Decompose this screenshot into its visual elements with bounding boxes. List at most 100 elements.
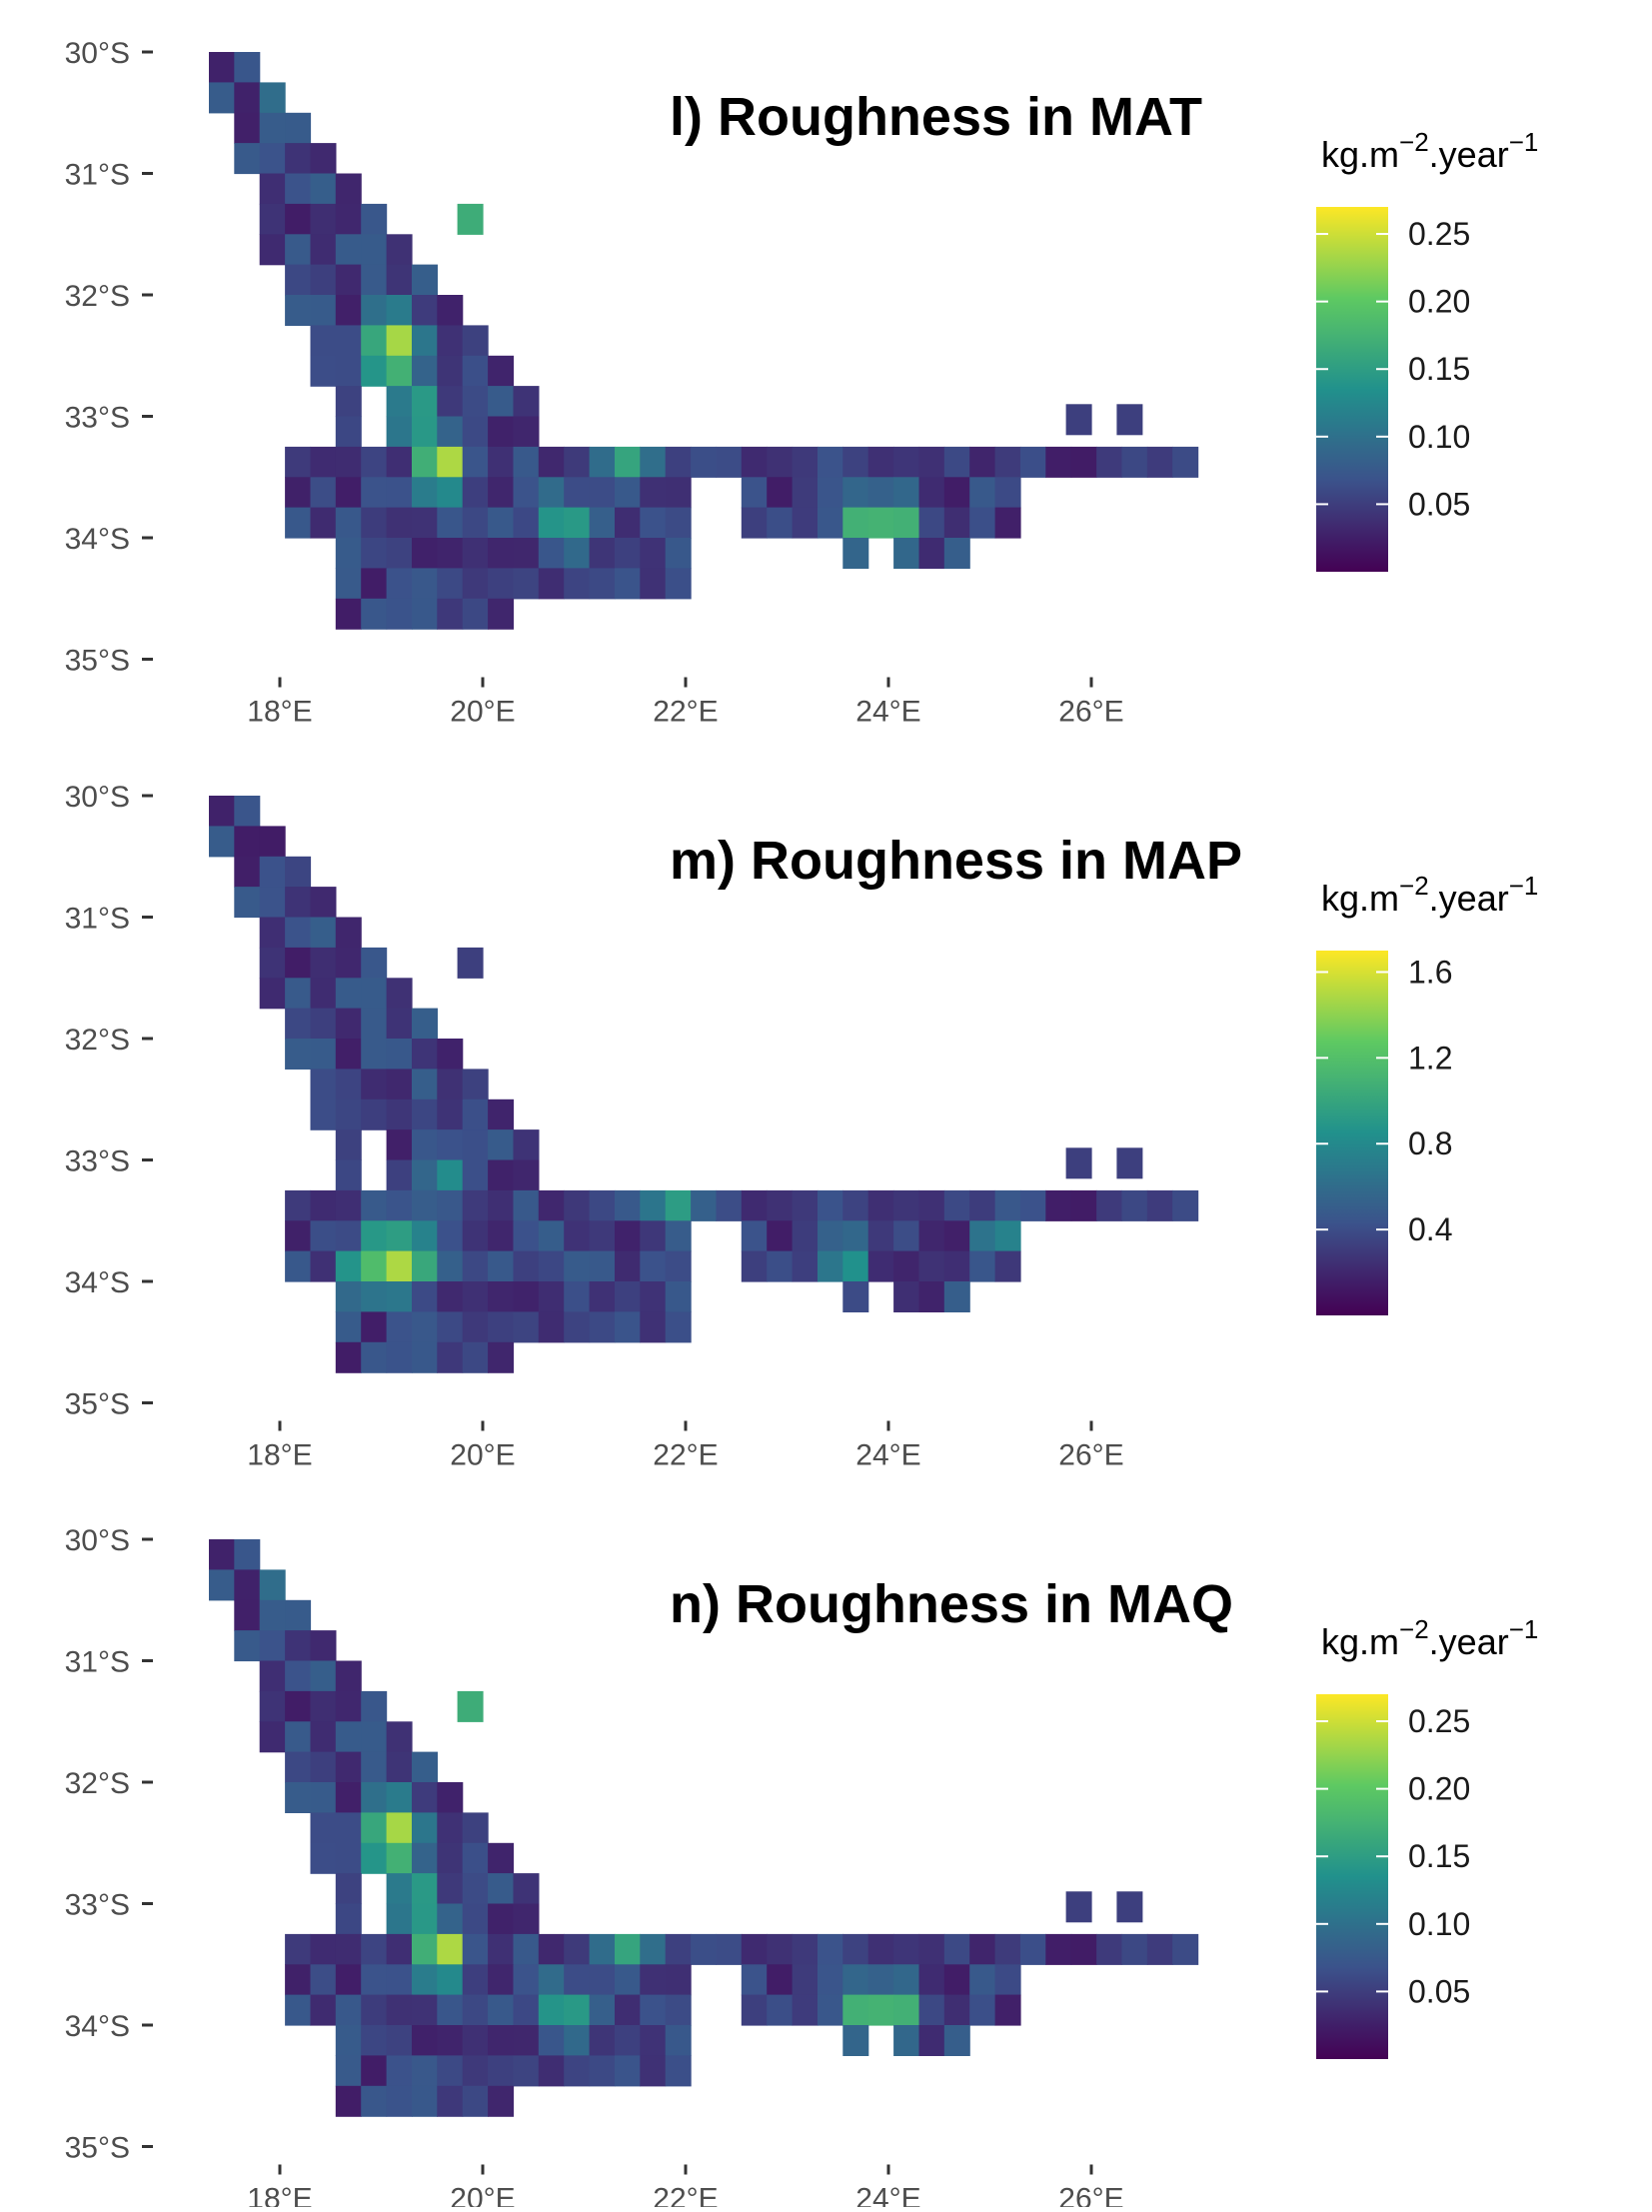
map-cell xyxy=(412,264,438,296)
map-cell xyxy=(716,1189,743,1221)
map-cell xyxy=(412,1220,438,1252)
lon-tick-label: 24°E xyxy=(855,2183,920,2208)
map-cell xyxy=(209,82,235,114)
map-cell xyxy=(640,1994,667,2026)
map-cell xyxy=(361,477,388,509)
map-cell xyxy=(259,112,286,144)
map-cell xyxy=(335,2025,362,2056)
legend-tick-label: 0.25 xyxy=(1408,216,1470,252)
map-cell xyxy=(412,1903,438,1935)
map-cell xyxy=(488,2085,515,2117)
map-cell xyxy=(488,538,515,569)
map-cell xyxy=(412,1008,438,1040)
map-cell xyxy=(412,416,438,448)
map-cell xyxy=(335,416,362,448)
map-cell xyxy=(969,1994,996,2026)
map-cell xyxy=(361,2025,388,2056)
map-cell xyxy=(437,355,464,387)
map-cell xyxy=(310,1099,337,1130)
map-cell xyxy=(1121,446,1148,478)
map-cell xyxy=(412,1281,438,1312)
map-cell xyxy=(1096,1189,1123,1221)
lat-tick-label: 34°S xyxy=(65,1266,130,1299)
map-cell xyxy=(386,1994,413,2026)
lat-tick-label: 31°S xyxy=(65,903,130,936)
map-cell xyxy=(437,568,464,600)
map-cell xyxy=(412,295,438,326)
map-cell xyxy=(361,1751,388,1783)
map-cell xyxy=(310,1220,337,1252)
map-cell xyxy=(335,295,362,326)
map-cell xyxy=(259,173,286,205)
map-cell xyxy=(462,2025,489,2056)
map-cell xyxy=(615,1189,641,1221)
map-cell xyxy=(437,598,464,630)
map-cell xyxy=(615,1281,641,1312)
map-cell xyxy=(538,1933,565,1965)
map-cell xyxy=(209,1539,235,1570)
map-cell xyxy=(234,826,261,858)
map-cell xyxy=(615,568,641,600)
map-cell xyxy=(893,1933,920,1965)
lon-tick-label: 20°E xyxy=(450,2183,515,2208)
lon-tick-label: 18°E xyxy=(247,2183,312,2208)
map-cell xyxy=(615,2055,641,2087)
lat-tick-label: 33°S xyxy=(65,1145,130,1178)
map-cell xyxy=(412,1812,438,1844)
map-cell xyxy=(462,507,489,539)
map-cell xyxy=(513,1933,540,1965)
map-cell xyxy=(943,1189,970,1221)
map-cell xyxy=(361,295,388,326)
map-cell xyxy=(1146,1189,1173,1221)
map-cell xyxy=(842,1281,869,1312)
map-cell xyxy=(335,1039,362,1070)
lat-tick-label: 30°S xyxy=(65,1524,130,1557)
map-cell xyxy=(310,477,337,509)
map-cell xyxy=(564,507,591,539)
map-cell xyxy=(665,538,692,569)
map-cell xyxy=(818,1964,843,1996)
lon-tick-label: 20°E xyxy=(450,1439,515,1472)
map-cell xyxy=(918,1964,945,1996)
map-cell xyxy=(792,1964,819,1996)
map-cell xyxy=(1020,446,1046,478)
map-cell xyxy=(1096,1933,1123,1965)
map-cell xyxy=(412,598,438,630)
lat-tick-label: 33°S xyxy=(65,1889,130,1922)
map-cell xyxy=(285,1751,312,1783)
map-cell xyxy=(462,1812,489,1844)
legend-tick-label: 0.10 xyxy=(1408,419,1470,455)
map-cell xyxy=(259,947,286,979)
map-cell xyxy=(513,1873,540,1905)
map-cell xyxy=(564,1250,591,1282)
map-cell xyxy=(437,1873,464,1905)
map-cell xyxy=(640,1933,667,1965)
map-cell xyxy=(310,355,337,387)
map-cell xyxy=(589,507,616,539)
map-cell xyxy=(386,1782,413,1813)
map-cell xyxy=(285,446,312,478)
map-cell xyxy=(386,1159,413,1191)
map-cell xyxy=(335,1159,362,1191)
map-cell xyxy=(335,1129,362,1161)
map-cell xyxy=(513,416,540,448)
map-cell xyxy=(893,1994,920,2026)
map-cell xyxy=(943,1994,970,2026)
lon-tick-label: 26°E xyxy=(1058,696,1123,729)
map-cell xyxy=(386,477,413,509)
map-cell xyxy=(716,446,743,478)
map-cell xyxy=(234,1599,261,1631)
lat-tick-label: 32°S xyxy=(65,280,130,313)
map-cell xyxy=(818,1189,843,1221)
map-cell xyxy=(640,1189,667,1221)
map-cell xyxy=(361,446,388,478)
map-cell xyxy=(437,1994,464,2026)
map-cell xyxy=(918,1220,945,1252)
map-cell xyxy=(335,568,362,600)
map-cell xyxy=(867,1994,894,2026)
map-cell xyxy=(412,1129,438,1161)
map-cell xyxy=(918,446,945,478)
map-cell xyxy=(513,1129,540,1161)
map-cell xyxy=(335,2055,362,2087)
map-cell xyxy=(412,2025,438,2056)
